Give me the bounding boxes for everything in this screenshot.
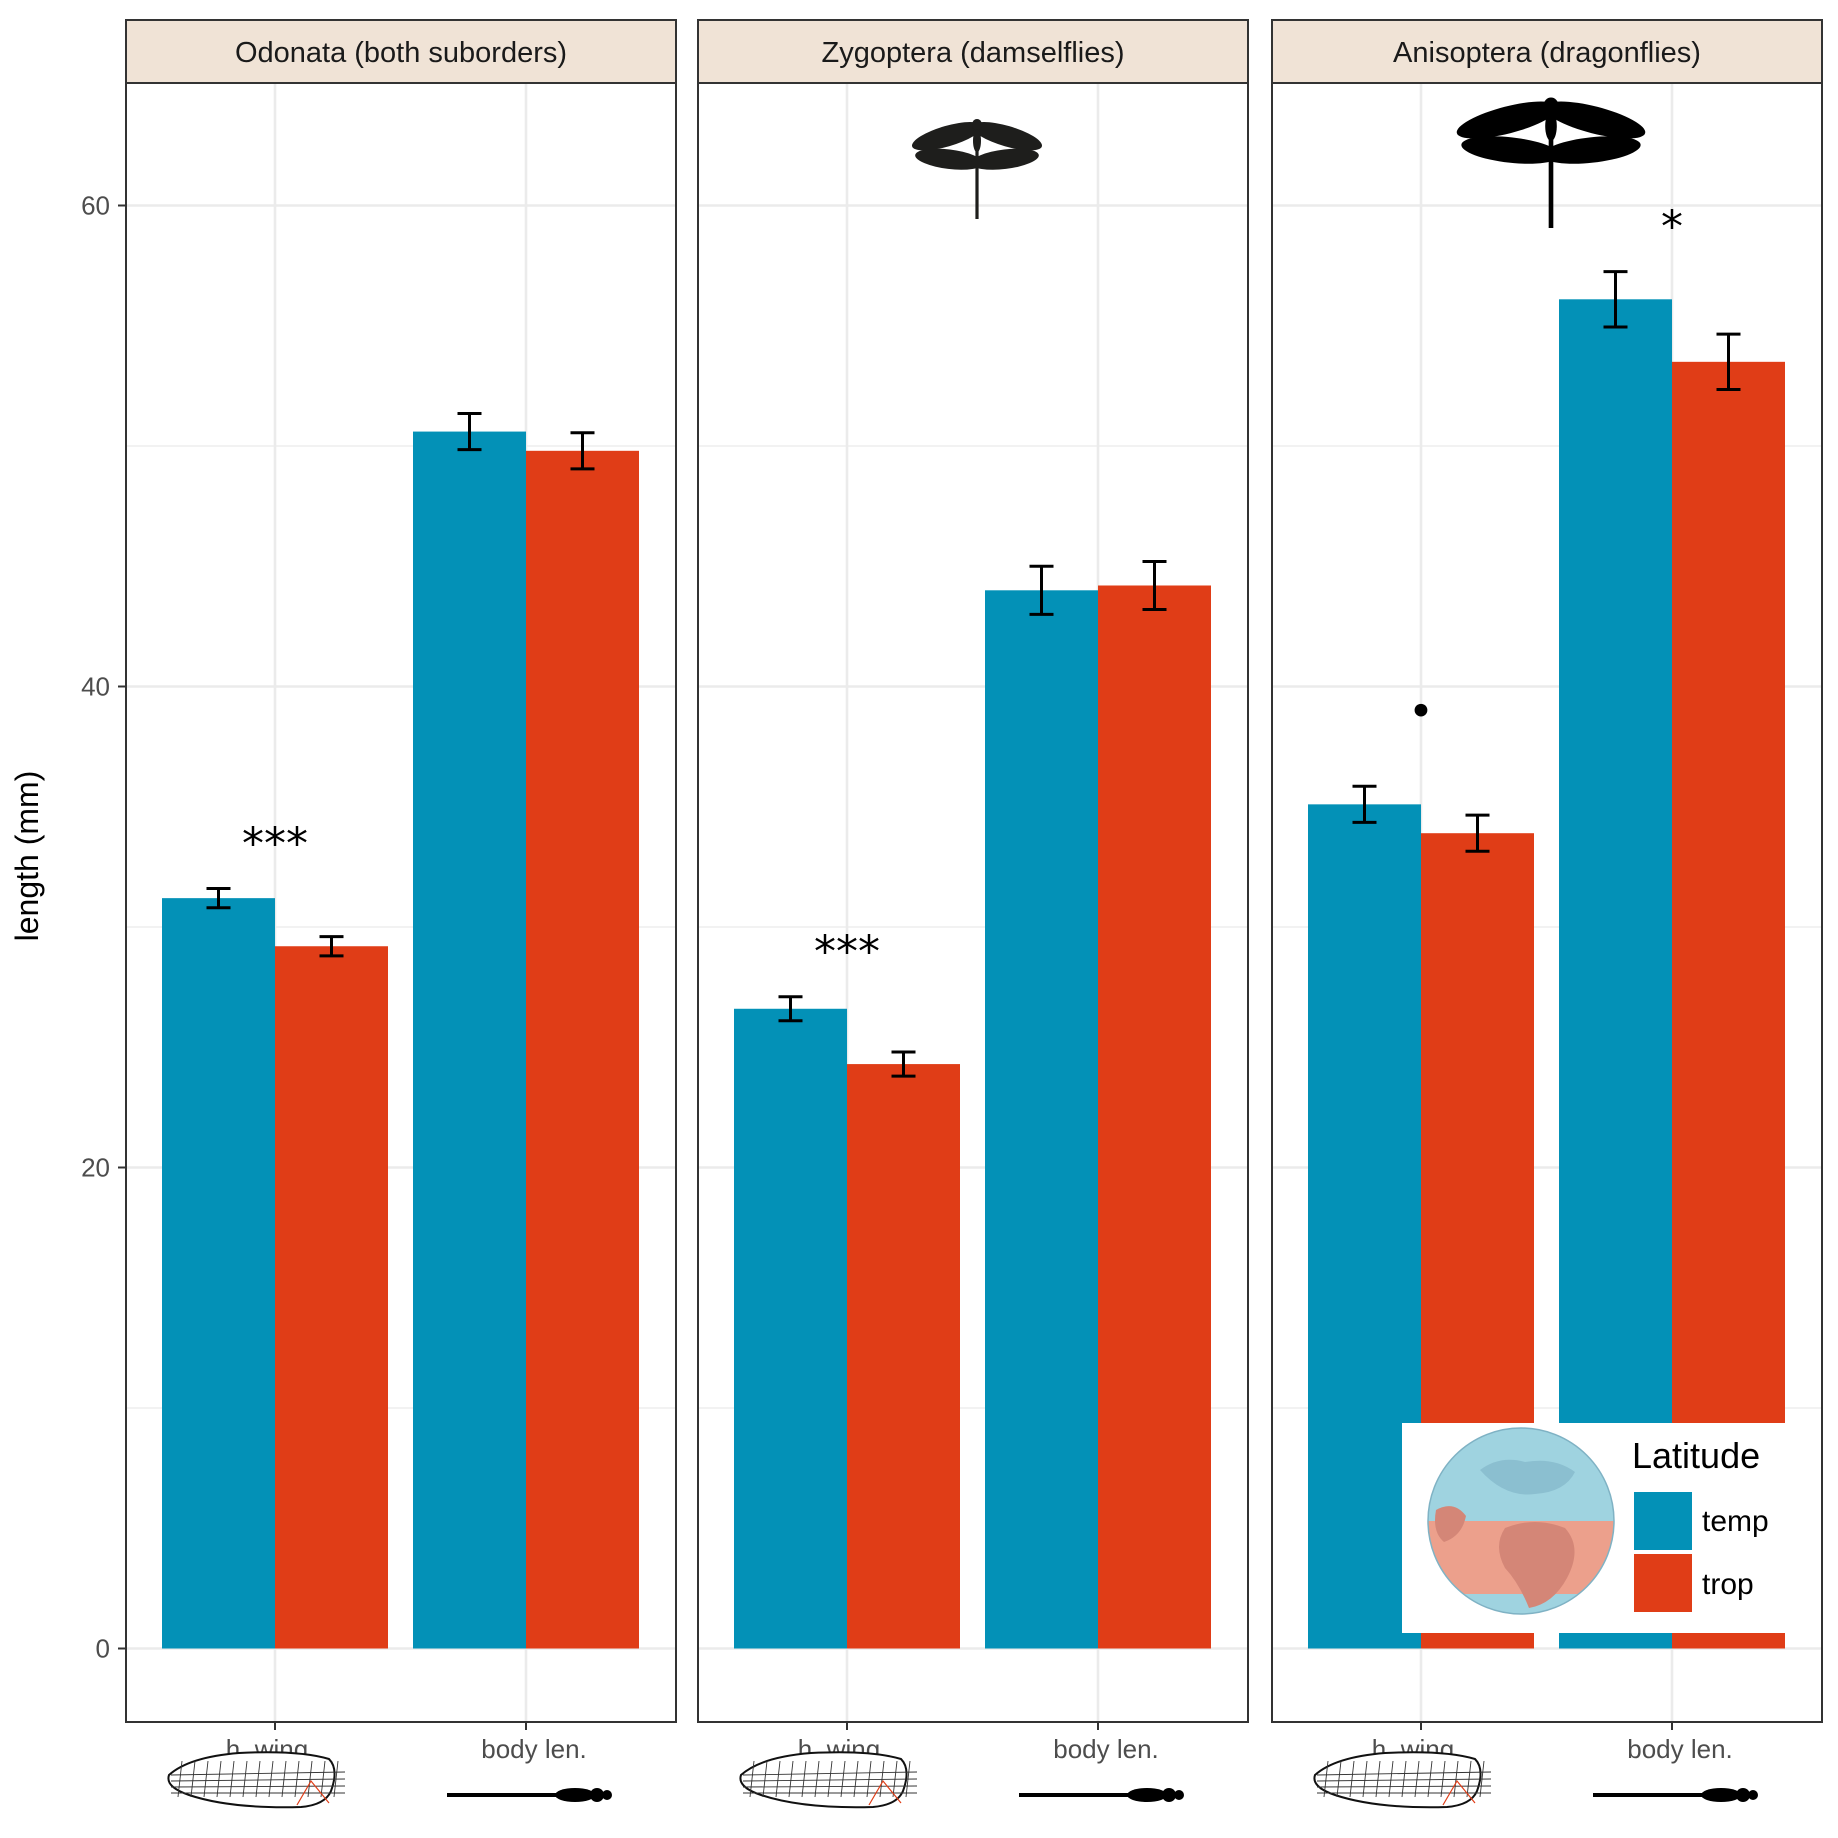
globe-icon <box>1427 1427 1615 1615</box>
error-bar <box>1142 559 1167 612</box>
strip-title: Zygoptera (damselflies) <box>822 37 1125 69</box>
bar-temp <box>162 898 275 1649</box>
y-tick-label: 20 <box>81 1153 110 1183</box>
legend-title: Latitude <box>1632 1435 1760 1476</box>
hind-wing-icon <box>1313 1751 1492 1809</box>
bar-trop <box>526 450 639 1649</box>
error-bar <box>457 412 482 452</box>
error-bar <box>1352 784 1377 824</box>
hind-wing-icon <box>167 1751 346 1809</box>
error-bar <box>1603 270 1628 329</box>
legend-key-temp <box>1634 1492 1692 1550</box>
legend: Latitude temp trop <box>1402 1423 1800 1633</box>
error-bar <box>319 935 344 958</box>
bar-temp <box>985 590 1098 1649</box>
legend-label-trop: trop <box>1702 1568 1754 1601</box>
strip-title: Anisoptera (dragonflies) <box>1393 37 1701 69</box>
y-axis-title: length (mm) <box>9 771 45 942</box>
facet-panel: ***Odonata (both suborders)h. wing body l… <box>125 19 677 1764</box>
error-bar <box>1716 332 1741 391</box>
facet-panel: ***Zygoptera (damselflies)h. wing body le… <box>697 19 1249 1764</box>
strip-background <box>697 19 1249 84</box>
bar-trop <box>1098 585 1211 1649</box>
x-tick-label: body len. <box>1627 1734 1733 1764</box>
hind-wing-icon <box>739 1751 918 1809</box>
body-silhouette-icon <box>447 1788 612 1802</box>
error-bar <box>570 431 595 471</box>
y-tick-label: 0 <box>96 1634 110 1664</box>
significance-label: • <box>1408 686 1434 737</box>
error-bar <box>778 995 803 1023</box>
bar-trop <box>847 1064 960 1649</box>
x-tick-label: body len. <box>481 1734 587 1764</box>
error-bar <box>891 1050 916 1078</box>
bar-temp <box>734 1008 847 1649</box>
strip-background <box>1271 19 1823 84</box>
significance-label: * <box>1661 202 1683 253</box>
y-tick-label: 60 <box>81 191 110 221</box>
strip-title: Odonata (both suborders) <box>235 37 567 69</box>
body-silhouette-icon <box>1019 1788 1184 1802</box>
legend-label-temp: temp <box>1702 1505 1769 1538</box>
y-axis: 0 20 40 60 <box>81 191 126 1664</box>
error-bar <box>1029 564 1054 616</box>
strip-background <box>125 19 677 84</box>
bar-temp <box>413 431 526 1649</box>
significance-label: *** <box>814 927 880 978</box>
legend-key-trop <box>1634 1554 1692 1612</box>
x-tick-label: body len. <box>1053 1734 1159 1764</box>
bar-trop <box>275 946 388 1649</box>
significance-label: *** <box>242 819 308 870</box>
error-bar <box>206 887 231 910</box>
y-tick-label: 40 <box>81 672 110 702</box>
body-silhouette-icon <box>1593 1788 1758 1802</box>
error-bar <box>1465 813 1490 853</box>
